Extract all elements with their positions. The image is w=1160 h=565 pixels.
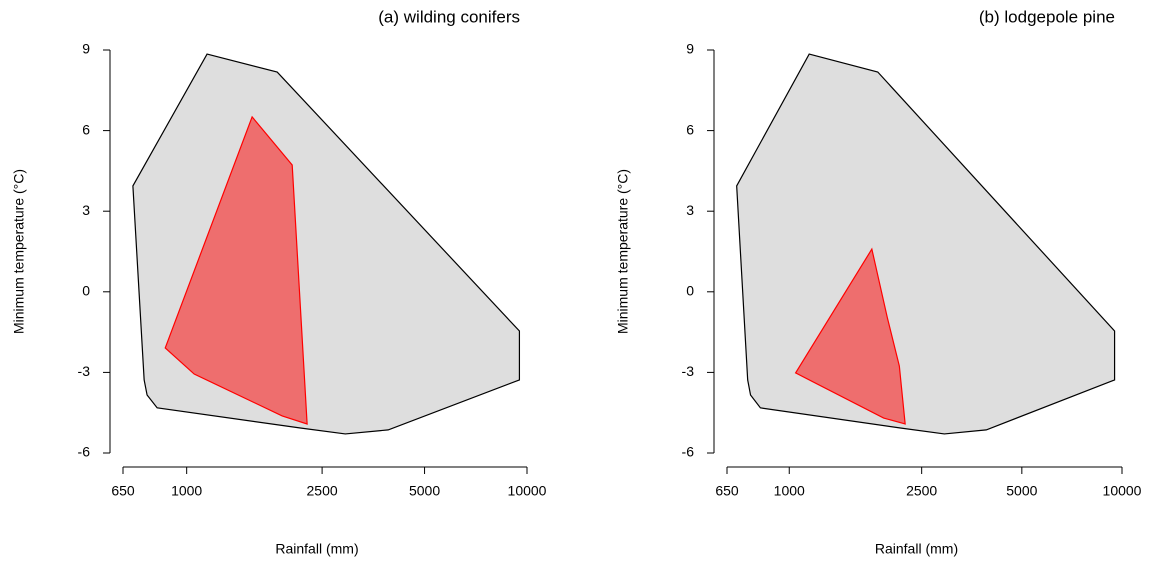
y-tick-label: 0 (82, 283, 90, 299)
x-tick-label: 5000 (1006, 483, 1037, 499)
region (794, 247, 906, 425)
region (736, 53, 1116, 435)
chart-title: (b) lodgepole pine (979, 7, 1115, 26)
region (132, 53, 521, 435)
x-tick-label: 650 (715, 483, 739, 499)
x-axis-label: Rainfall (mm) (875, 541, 958, 557)
chart-title: (a) wilding conifers (378, 7, 520, 26)
y-tick-label: 9 (82, 41, 90, 57)
x-tick-label: 650 (111, 483, 135, 499)
y-tick-label: -3 (78, 363, 91, 379)
x-tick-label: 1000 (171, 483, 202, 499)
x-axis-label: Rainfall (mm) (275, 541, 358, 557)
x-tick-label: 10000 (508, 483, 547, 499)
y-axis-label: Minimum temperature (°C) (11, 169, 27, 334)
y-tick-label: 3 (686, 202, 694, 218)
y-tick-label: -6 (78, 444, 91, 460)
y-tick-label: 3 (82, 202, 90, 218)
y-tick-label: 0 (686, 283, 694, 299)
x-tick-label: 5000 (409, 483, 440, 499)
x-tick-label: 2500 (307, 483, 338, 499)
y-tick-label: 9 (686, 41, 694, 57)
y-tick-label: -6 (682, 444, 695, 460)
y-tick-label: -3 (682, 363, 695, 379)
y-axis-label: Minimum temperature (°C) (615, 169, 631, 334)
x-tick-label: 10000 (1103, 483, 1142, 499)
y-tick-label: 6 (82, 121, 90, 137)
x-tick-label: 2500 (906, 483, 937, 499)
y-tick-label: 6 (686, 121, 694, 137)
x-tick-label: 1000 (774, 483, 805, 499)
region (164, 115, 308, 425)
